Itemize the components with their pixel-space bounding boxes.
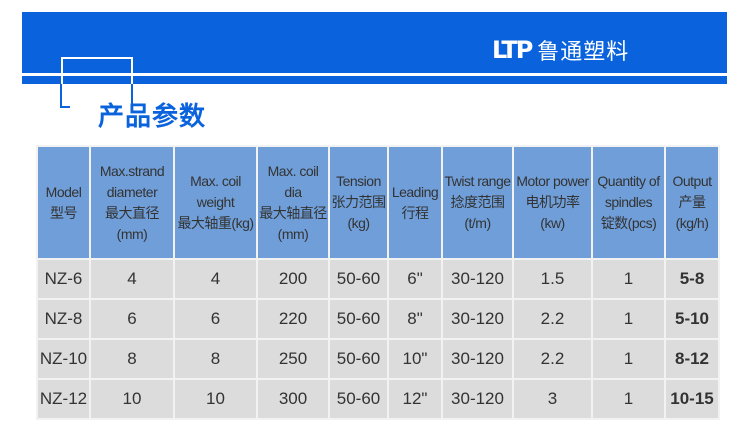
brand-logo: LTP 鲁通塑料	[492, 34, 629, 66]
table-cell: 250	[256, 338, 330, 380]
column-header-line: Motor power	[516, 173, 589, 189]
table-cell: 2.2	[512, 298, 593, 340]
column-header-line: spindles	[604, 194, 653, 210]
table-cell: 30-120	[441, 258, 514, 300]
column-header-line: 产量	[678, 194, 707, 210]
table-cell: 5-8	[664, 258, 720, 300]
column-header: Quantity of spindles 锭数(pcs)	[591, 145, 666, 260]
table-cell: 200	[256, 258, 330, 300]
table-cell: 8-12	[664, 338, 720, 380]
table-cell: 2.2	[512, 338, 593, 380]
column-header-line: 型号	[50, 204, 78, 221]
column-header-line: Twist range	[444, 173, 511, 189]
table-cell: 300	[256, 378, 330, 420]
column-header: Motor power 电机功率(kw)	[512, 145, 593, 260]
table-cell: 1	[591, 338, 666, 380]
table-cell: NZ-10	[36, 338, 91, 380]
column-header-line: diameter	[106, 183, 158, 200]
column-header-line: Max. coil	[190, 173, 241, 189]
column-header-line: Model	[45, 183, 82, 200]
table-cell: 10	[173, 378, 258, 420]
table-cell: 50-60	[328, 378, 389, 420]
table-row: NZ-10 8 8 250 50-60 10" 30-120 2.2 1 8-12	[36, 338, 720, 380]
table-cell: NZ-12	[36, 378, 91, 420]
table-cell: 4	[173, 258, 258, 300]
table-cell: 6	[173, 298, 258, 340]
table-cell: 50-60	[328, 338, 389, 380]
table-cell: 10"	[387, 338, 443, 380]
table-cell: 5-10	[664, 298, 720, 340]
column-header: Leading 行程	[387, 145, 443, 260]
column-header-line: 张力范围	[331, 194, 387, 210]
title-bracket-lower	[60, 84, 133, 108]
table-cell: 6	[89, 298, 175, 340]
ltp-logo-mark: LTP	[492, 36, 533, 64]
header-strip	[22, 76, 727, 84]
table-cell: 8	[173, 338, 258, 380]
table-cell: 1	[591, 258, 666, 300]
column-header-line: 锭数(pcs)	[600, 215, 657, 231]
column-header-line: 行程	[401, 204, 430, 221]
table-cell: 1.5	[512, 258, 593, 300]
table-cell: NZ-6	[36, 258, 91, 300]
table-cell: 30-120	[441, 378, 514, 420]
column-header-line: (mm)	[277, 225, 309, 242]
table-row: NZ-12 10 10 300 50-60 12" 30-120 3 1 10-15	[36, 378, 720, 420]
column-header: Max. coil weight 最大轴重(kg)	[173, 145, 258, 260]
table-cell: 8	[89, 338, 175, 380]
table-cell: 6"	[387, 258, 443, 300]
column-header-line: 电机功率(kw)	[525, 194, 581, 231]
column-header-line: 最大轴重(kg)	[177, 215, 254, 231]
table-header-row: Model 型号 Max.strand diameter 最大直径(mm) Max. co…	[36, 145, 720, 260]
table-cell: 1	[591, 378, 666, 420]
column-header-line: Max. coil dia	[267, 162, 319, 200]
column-header: Max. coil dia 最大轴直径 (mm)	[256, 145, 330, 260]
column-header-line: 最大轴直径	[259, 204, 327, 221]
table-cell: 50-60	[328, 298, 389, 340]
table-cell: 10	[89, 378, 175, 420]
spec-table: Model 型号 Max.strand diameter 最大直径(mm) Max. co…	[36, 145, 720, 420]
column-header-line: 捻度范围	[450, 194, 506, 210]
column-header-line: (kg/h)	[675, 215, 709, 231]
column-header: Output 产量 (kg/h)	[664, 145, 720, 260]
table-cell: 10-15	[664, 378, 720, 420]
column-header: Twist range 捻度范围 (t/m)	[441, 145, 514, 260]
column-header-line: Tension	[336, 173, 381, 189]
table-cell: 50-60	[328, 258, 389, 300]
column-header-line: Output	[672, 173, 712, 189]
table-cell: 12"	[387, 378, 443, 420]
column-header-line: (kg)	[347, 215, 370, 231]
brand-name: 鲁通塑料	[537, 39, 630, 64]
column-header-line: 最大直径(mm)	[105, 204, 160, 242]
table-cell: 30-120	[441, 338, 514, 380]
table-cell: 8"	[387, 298, 443, 340]
title-bracket-foot	[60, 106, 70, 108]
column-header-line: Leading	[391, 183, 439, 200]
column-header-line: Max.strand	[99, 162, 165, 179]
table-cell: 1	[591, 298, 666, 340]
table-cell: NZ-8	[36, 298, 91, 340]
title-bracket-decoration	[61, 57, 133, 87]
column-header-line: Quantity of	[597, 173, 660, 189]
table-row: NZ-6 4 4 200 50-60 6" 30-120 1.5 1 5-8	[36, 258, 720, 300]
table-row: NZ-8 6 6 220 50-60 8" 30-120 2.2 1 5-10	[36, 298, 720, 340]
column-header: Model 型号	[36, 145, 91, 260]
column-header: Tension 张力范围 (kg)	[328, 145, 389, 260]
table-cell: 30-120	[441, 298, 514, 340]
table-cell: 220	[256, 298, 330, 340]
section-title: 产品参数	[98, 101, 207, 131]
column-header-line: (t/m)	[464, 215, 491, 231]
table-cell: 4	[89, 258, 175, 300]
header-banner	[22, 12, 727, 73]
column-header: Max.strand diameter 最大直径(mm)	[89, 145, 175, 260]
column-header-line: weight	[196, 194, 235, 210]
table-cell: 3	[512, 378, 593, 420]
